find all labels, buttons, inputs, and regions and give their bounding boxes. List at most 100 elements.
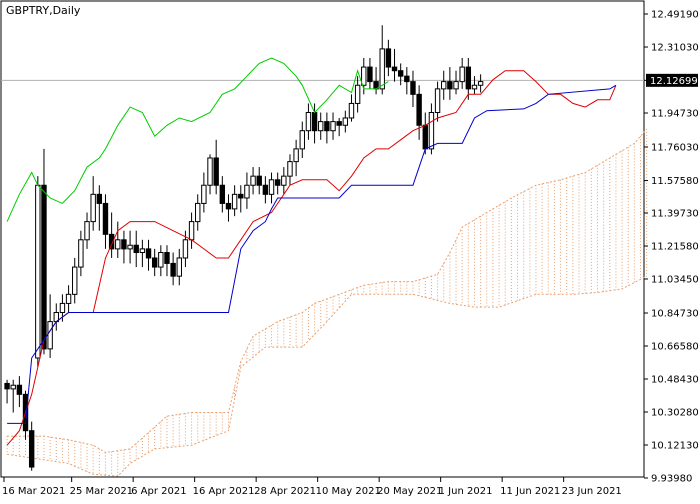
bullish-candle [65, 293, 72, 304]
y-tick-label: 10.30280 [651, 408, 699, 419]
x-tick-label: 11 Jun 2021 [500, 486, 560, 497]
bearish-candle [367, 66, 373, 83]
x-tick-label: 1 Jun 2021 [439, 486, 493, 497]
bullish-candle [139, 248, 146, 254]
y-tick-label: 10.12130 [651, 441, 699, 452]
x-tick-label: 6 Apr 2021 [131, 486, 186, 497]
bearish-candle [385, 48, 392, 68]
bullish-candle [305, 112, 312, 132]
bearish-candle [164, 252, 170, 264]
current-price-tag-bg [646, 73, 698, 87]
tenkan-sen-line [6, 70, 617, 446]
bearish-candle [28, 430, 35, 468]
bullish-candle [268, 179, 275, 195]
bearish-candle [336, 121, 342, 126]
y-tick-label: 11.94730 [651, 109, 699, 120]
bullish-candle [293, 148, 299, 163]
bearish-candle [397, 70, 404, 77]
bullish-candle [471, 84, 478, 90]
bullish-candle [428, 112, 435, 150]
bullish-candle [182, 239, 189, 259]
bullish-candle [47, 321, 53, 350]
x-tick-label: 25 Mar 2021 [70, 486, 133, 497]
bullish-candle [287, 161, 293, 177]
y-axis: 12.49190 12.31030 11.94730 11.76030 11.57580… [644, 10, 699, 485]
bearish-candle [145, 248, 152, 259]
bullish-candle [115, 239, 121, 250]
senkou-span-b-line [7, 275, 647, 477]
bullish-candle [72, 266, 78, 295]
bullish-candle [176, 257, 182, 277]
bullish-candle [158, 252, 164, 268]
bearish-candle [170, 262, 176, 277]
chart-title: GBPTRY,Daily [6, 4, 81, 17]
bullish-candle [244, 184, 250, 199]
bearish-candle [391, 66, 398, 72]
y-tick-label: 12.49190 [651, 10, 699, 21]
bearish-candle [4, 382, 10, 390]
bearish-candle [41, 184, 47, 350]
bullish-candle [348, 102, 355, 119]
bearish-candle [238, 193, 244, 199]
bearish-candle [225, 202, 232, 210]
bullish-candle [35, 184, 41, 359]
x-tick-label: 10 May 2021 [316, 486, 381, 497]
bullish-candle [201, 184, 207, 204]
bullish-candle [441, 81, 447, 90]
bearish-candle [404, 75, 410, 83]
y-tick-label: 10.84730 [651, 309, 699, 320]
y-tick-label: 12.31030 [651, 43, 699, 54]
bullish-candle [90, 193, 96, 223]
bullish-candle [10, 384, 16, 390]
bearish-candle [422, 124, 428, 150]
senkou-span-a-line [7, 128, 648, 454]
bullish-candle [330, 121, 336, 132]
bullish-candle [354, 84, 361, 104]
bullish-candle [188, 221, 195, 241]
bearish-candle [219, 184, 226, 204]
bullish-candle [379, 48, 385, 90]
x-tick-label: 16 Mar 2021 [2, 486, 65, 497]
bearish-candle [213, 157, 219, 186]
y-tick-label: 11.21580 [651, 242, 699, 253]
bearish-candle [256, 175, 262, 186]
bullish-candle [281, 175, 287, 186]
y-tick-label: 9.93980 [651, 474, 692, 485]
bullish-candle [299, 130, 305, 150]
bearish-candle [133, 244, 139, 254]
bullish-candle [231, 193, 238, 210]
y-tick-label: 10.66580 [651, 342, 699, 353]
y-tick-label: 10.48430 [651, 375, 699, 386]
bullish-candle [477, 81, 484, 86]
chikou-span-line [6, 57, 389, 222]
x-tick-label: 28 Apr 2021 [254, 486, 316, 497]
bullish-candle [342, 117, 349, 126]
bearish-candle [274, 179, 281, 186]
bullish-candle [361, 66, 367, 86]
bullish-candle [250, 175, 256, 186]
ichimoku-cloud [6, 128, 648, 477]
x-tick-label: 23 Jun 2021 [562, 486, 622, 497]
bearish-candle [416, 93, 422, 126]
y-tick-label: 11.39730 [651, 209, 699, 220]
bearish-candle [121, 239, 127, 250]
bullish-candle [453, 81, 459, 90]
bearish-candle [151, 257, 158, 268]
bullish-candle [459, 66, 465, 83]
bearish-candle [447, 81, 453, 90]
indicator-lines [6, 57, 617, 446]
bearish-candle [324, 121, 330, 132]
candles [4, 25, 484, 471]
bullish-candle [78, 239, 84, 268]
y-tick-label: 11.76030 [651, 143, 699, 154]
current-price-tag: 12.12699 [646, 73, 698, 87]
bullish-candle [434, 88, 441, 114]
bullish-candle [127, 244, 133, 250]
y-tick-label: 11.57580 [651, 176, 699, 187]
bearish-candle [262, 184, 269, 195]
plot-border [0, 0, 645, 478]
bearish-candle [102, 202, 109, 235]
current-price-label: 12.12699 [650, 76, 698, 87]
